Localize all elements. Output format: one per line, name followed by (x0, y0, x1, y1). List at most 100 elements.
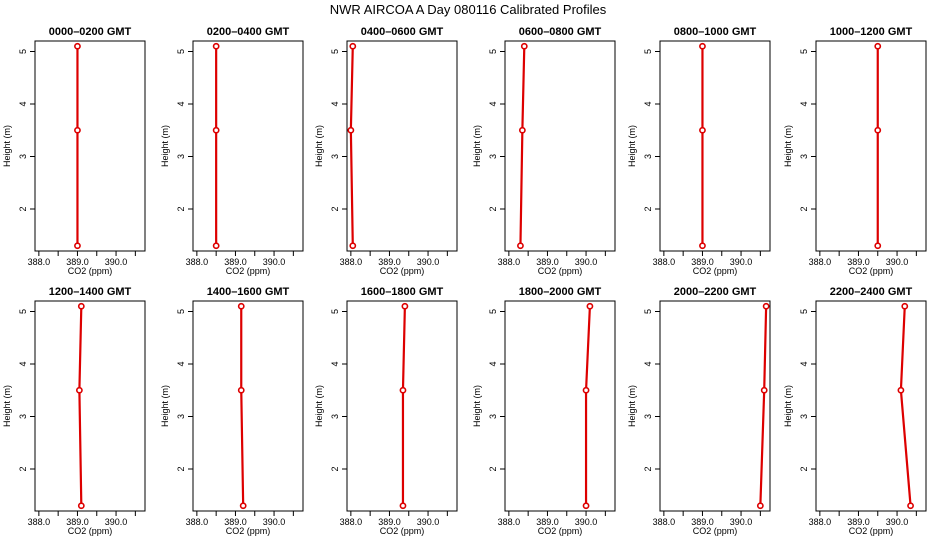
x-axis-label: CO2 (ppm) (68, 526, 113, 536)
data-point (874, 126, 882, 134)
data-point (349, 42, 357, 50)
y-tick-label: 2 (176, 466, 186, 471)
data-point (699, 242, 706, 250)
y-tick-label: 2 (330, 206, 340, 211)
x-tick-label: 388.0 (186, 257, 209, 267)
panel-title: 0200–0400 GMT (207, 26, 290, 38)
x-axis-label: CO2 (ppm) (68, 266, 113, 276)
y-tick-label: 4 (488, 361, 498, 366)
y-tick-label: 2 (799, 206, 809, 211)
x-tick-label: 388.0 (809, 517, 832, 527)
y-tick-label: 5 (330, 309, 340, 314)
data-point (347, 126, 355, 134)
y-tick-label: 5 (18, 49, 28, 54)
x-tick-label: 390.0 (105, 517, 128, 527)
y-tick-label: 3 (330, 414, 340, 419)
x-tick-label: 388.0 (340, 257, 363, 267)
y-tick-label: 2 (488, 206, 498, 211)
x-tick-label: 388.0 (186, 517, 209, 527)
x-tick-label: 388.0 (28, 517, 51, 527)
panel-title: 1000–1200 GMT (830, 26, 913, 38)
y-tick-label: 5 (330, 49, 340, 54)
plot-frame (192, 300, 304, 512)
data-point (399, 386, 407, 394)
data-point (586, 302, 594, 310)
y-axis-label: Height (m) (783, 385, 793, 427)
plot-frame (504, 40, 616, 252)
profile-line (240, 306, 245, 506)
y-axis-label: Height (m) (314, 125, 324, 167)
x-axis-label: CO2 (ppm) (380, 266, 425, 276)
y-axis-label: Height (m) (627, 125, 637, 167)
data-point (75, 386, 83, 394)
x-tick-label: 390.0 (263, 517, 286, 527)
data-point (401, 302, 409, 310)
y-axis-label: Height (m) (314, 385, 324, 427)
profile-line (584, 306, 592, 506)
y-tick-label: 4 (799, 101, 809, 106)
panel-title: 0000–0200 GMT (49, 26, 132, 38)
x-tick-label: 390.0 (575, 257, 598, 267)
y-tick-label: 5 (643, 309, 653, 314)
y-tick-label: 3 (799, 154, 809, 159)
y-axis-label: Height (m) (160, 125, 170, 167)
y-tick-label: 2 (643, 206, 653, 211)
y-axis-label: Height (m) (627, 385, 637, 427)
y-tick-label: 2 (176, 206, 186, 211)
panel-title: 0400–0600 GMT (361, 26, 444, 38)
plot-frame (346, 40, 458, 252)
y-tick-label: 5 (643, 49, 653, 54)
y-tick-label: 5 (488, 309, 498, 314)
y-tick-label: 5 (799, 309, 809, 314)
plot-frame (815, 300, 927, 512)
data-point (237, 302, 245, 310)
data-point (518, 126, 526, 134)
data-point (897, 386, 905, 394)
x-tick-label: 388.0 (28, 257, 51, 267)
data-point (582, 502, 590, 510)
data-point (74, 242, 81, 250)
y-tick-label: 3 (799, 414, 809, 419)
plot-frame (346, 300, 458, 512)
x-tick-label: 389.0 (536, 257, 559, 267)
x-tick-label: 388.0 (340, 517, 363, 527)
x-tick-label: 390.0 (730, 257, 753, 267)
x-axis-label: CO2 (ppm) (226, 526, 271, 536)
x-tick-label: 390.0 (730, 517, 753, 527)
y-tick-label: 4 (799, 361, 809, 366)
x-tick-label: 390.0 (886, 257, 909, 267)
y-tick-label: 4 (176, 361, 186, 366)
data-point (699, 126, 706, 134)
x-tick-label: 389.0 (66, 517, 89, 527)
data-point (74, 126, 81, 134)
profile-line (401, 306, 406, 506)
x-tick-label: 389.0 (378, 517, 401, 527)
y-tick-label: 4 (18, 361, 28, 366)
x-tick-label: 388.0 (498, 257, 521, 267)
panel-title: 0800–1000 GMT (674, 26, 757, 38)
data-point (520, 42, 528, 50)
plot-frame (815, 40, 927, 252)
y-tick-label: 5 (176, 309, 186, 314)
data-point (212, 42, 220, 50)
y-axis-label: Height (m) (2, 385, 12, 427)
data-point (237, 386, 245, 394)
x-tick-label: 390.0 (105, 257, 128, 267)
panel-title: 1600–1800 GMT (361, 286, 444, 298)
x-axis-label: CO2 (ppm) (849, 526, 894, 536)
data-point (901, 302, 909, 310)
data-point (762, 302, 770, 310)
y-tick-label: 2 (799, 466, 809, 471)
plot-frame (34, 300, 146, 512)
x-tick-label: 390.0 (886, 517, 909, 527)
x-axis-label: CO2 (ppm) (693, 266, 738, 276)
profile-line (519, 46, 526, 246)
y-tick-label: 3 (643, 414, 653, 419)
y-tick-label: 3 (643, 154, 653, 159)
y-tick-label: 4 (330, 361, 340, 366)
